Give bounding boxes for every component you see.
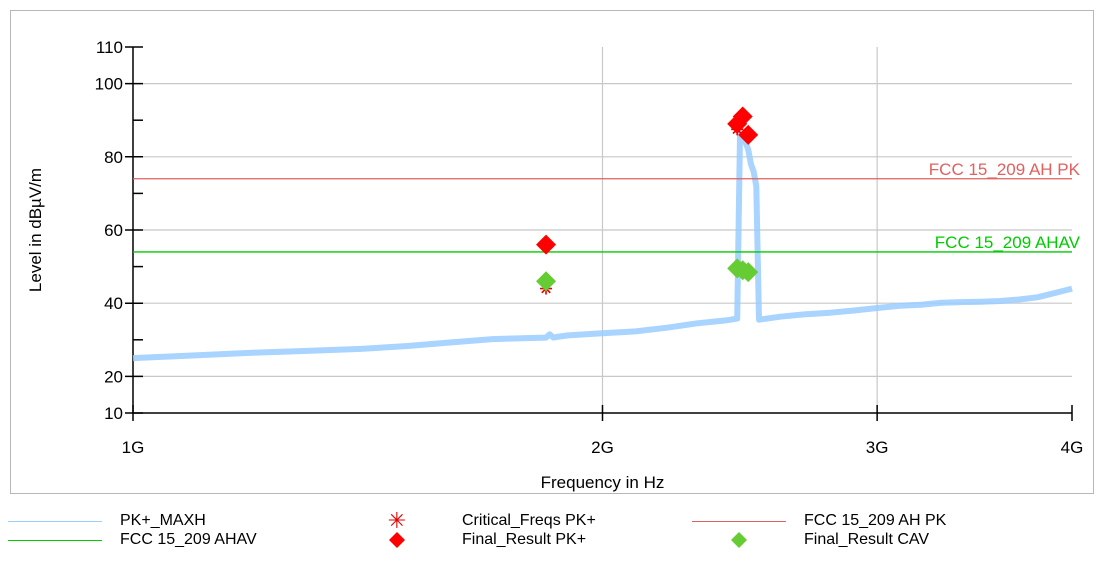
legend-label: Final_Result CAV (804, 531, 930, 548)
diamond-marker (732, 106, 753, 127)
legend-diamond-icon (692, 531, 786, 549)
y-tick-label: 10 (104, 404, 123, 423)
legend-line-icon (8, 512, 102, 530)
y-tick-label: 110 (96, 38, 123, 57)
x-tick-label: 3G (866, 438, 889, 457)
legend-item-pk-maxh: PK+_MAXH (8, 512, 206, 530)
legend-asterisk-icon: ✳ (387, 508, 407, 533)
diamond-marker (536, 234, 557, 255)
grid (133, 47, 1072, 413)
marker-layer (536, 106, 759, 295)
series-layer: FCC 15_209 AH PK FCC 15_209 AHAV (132, 131, 1081, 362)
y-tick-label: 60 (104, 221, 123, 240)
chart-frame: 10 20 40 60 80 100 110 1G 2G 3G 4G FCC 15_209 AH P… (10, 10, 1094, 494)
legend-line-icon (8, 531, 102, 549)
chart-plot: 10 20 40 60 80 100 110 1G 2G 3G 4G FCC 15_209 AH P… (26, 38, 1084, 492)
legend-item-fcc-ah-pk: FCC 15_209 AH PK (692, 512, 946, 530)
legend-diamond-icon (350, 531, 444, 549)
legend-line-icon (692, 512, 786, 530)
limit-label: FCC 15_209 AH PK (929, 160, 1081, 179)
y-tick-label: 40 (104, 294, 123, 313)
legend-label: FCC 15_209 AH PK (804, 512, 947, 529)
y-tick-label: 100 (95, 75, 123, 94)
x-tick-label: 4G (1061, 438, 1084, 457)
legend-item-final-pk: Final_Result PK+ (350, 531, 586, 549)
y-tick-label: 80 (104, 148, 123, 167)
x-tick-label: 2G (591, 438, 614, 457)
legend-label: PK+_MAXH (120, 512, 206, 529)
legend-item-final-cav: Final_Result CAV (692, 531, 929, 549)
legend: PK+_MAXH ✳ Critical_Freqs PK+ FCC 15_209… (0, 498, 1104, 568)
diamond-marker (738, 262, 759, 283)
legend-label: Final_Result PK+ (462, 531, 587, 548)
limit-label: FCC 15_209 AHAV (935, 233, 1081, 252)
diamond-marker (536, 271, 557, 292)
legend-item-fcc-ahav: FCC 15_209 AHAV (8, 531, 257, 549)
diamond-marker (738, 124, 759, 145)
x-tick-label: 1G (122, 438, 145, 457)
y-tick-label: 20 (104, 367, 123, 386)
axes: 10 20 40 60 80 100 110 1G 2G 3G 4G (95, 38, 1084, 457)
legend-label: Critical_Freqs PK+ (462, 512, 596, 529)
legend-label: FCC 15_209 AHAV (120, 531, 257, 548)
legend-item-critical-freqs: ✳ Critical_Freqs PK+ (350, 508, 596, 533)
x-axis-label: Frequency in Hz (541, 473, 665, 492)
y-axis-label: Level in dBµV/m (26, 168, 45, 292)
